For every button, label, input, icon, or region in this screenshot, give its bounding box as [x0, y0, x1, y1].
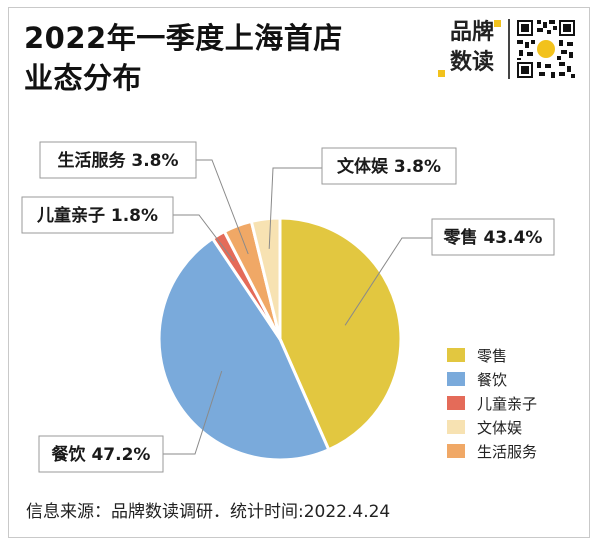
pie-slices: [157, 216, 403, 462]
legend-item: 餐饮: [447, 367, 537, 391]
legend-item: 生活服务: [447, 439, 537, 463]
leader-line: [268, 167, 322, 249]
legend-label: 餐饮: [477, 370, 508, 389]
brand-divider: [508, 19, 510, 79]
leader-line: [173, 214, 235, 262]
chart-title: 2022年一季度上海首店 业态分布: [24, 18, 343, 98]
legend-label: 生活服务: [477, 442, 538, 461]
legend-swatch: [447, 420, 465, 434]
leader-lines: [163, 159, 432, 455]
legend-label: 文体娱: [477, 418, 523, 437]
data-label: 餐饮 47.2%: [52, 444, 151, 465]
data-label: 文体娱 3.8%: [337, 156, 441, 177]
legend-label: 零售: [477, 346, 508, 365]
legend-item: 儿童亲子: [447, 391, 537, 415]
data-label-box: [321, 147, 457, 185]
legend-swatch: [447, 396, 465, 410]
title-line-2: 业态分布: [24, 61, 143, 95]
data-label: 零售 43.4%: [443, 227, 543, 248]
title-line-1: 2022年一季度上海首店: [24, 21, 343, 55]
qr-code-icon: [515, 18, 577, 80]
legend-swatch: [447, 348, 465, 362]
data-label-box: [21, 196, 174, 234]
brand-logo: 品牌 数读: [438, 18, 502, 78]
data-label-box: [38, 435, 164, 473]
pie-slice-5: [249, 216, 282, 340]
legend-label: 儿童亲子: [477, 394, 538, 413]
data-label: 儿童亲子 1.8%: [36, 205, 158, 226]
leader-line: [344, 237, 432, 326]
chart-legend: 零售餐饮儿童亲子文体娱生活服务: [447, 343, 537, 463]
data-labels: 零售 43.4% 餐饮 47.2% 儿童亲子 1.8% 生活服务 3.8% 文体娱 3.…: [21, 141, 555, 473]
leader-line: [163, 370, 223, 455]
legend-item: 零售: [447, 343, 537, 367]
brand-line-1: 品牌: [449, 20, 494, 45]
leader-line: [196, 159, 249, 255]
pie-slice-2: [157, 236, 331, 462]
legend-swatch: [447, 372, 465, 386]
data-label-box: [39, 141, 197, 179]
card-frame: [8, 7, 590, 538]
legend-swatch: [447, 444, 465, 458]
legend-item: 文体娱: [447, 415, 537, 439]
brand-accent-square: [494, 20, 501, 27]
source-note: 信息来源：品牌数读调研．统计时间:2022.4.24: [26, 502, 391, 522]
data-label: 生活服务 3.8%: [57, 150, 178, 171]
pie-slice-1: [278, 216, 403, 452]
brand-accent-square: [438, 70, 445, 77]
data-label-box: [431, 218, 555, 256]
brand-line-2: 数读: [449, 50, 494, 75]
